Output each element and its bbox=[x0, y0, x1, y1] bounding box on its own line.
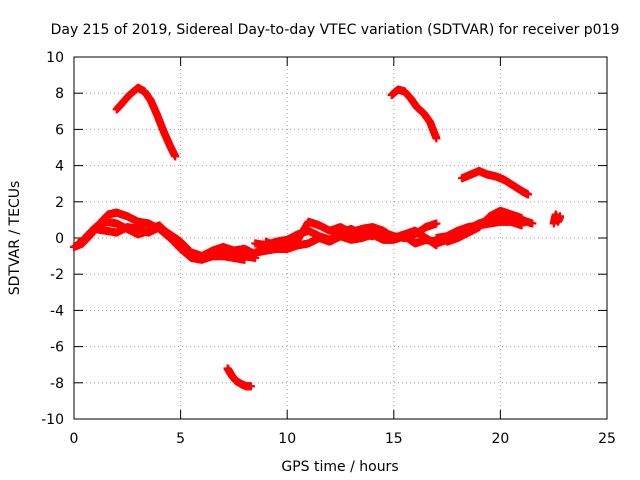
data-point bbox=[517, 221, 526, 230]
data-point bbox=[246, 382, 255, 391]
series-arc-small-right bbox=[549, 210, 565, 228]
data-point bbox=[432, 134, 441, 143]
y-tick-label: -4 bbox=[50, 303, 64, 319]
y-tick-label: 6 bbox=[55, 122, 64, 138]
y-tick-label: 0 bbox=[55, 231, 64, 247]
series-arc-upper-mid bbox=[387, 85, 441, 143]
series-band-c bbox=[80, 217, 249, 264]
y-tick-label: 2 bbox=[55, 195, 64, 211]
x-tick-label: 15 bbox=[385, 431, 403, 447]
data-point bbox=[171, 152, 180, 161]
y-tick-label: -10 bbox=[41, 412, 64, 428]
y-tick-label: -2 bbox=[50, 267, 64, 283]
data-point bbox=[432, 219, 441, 228]
y-tick-label: 10 bbox=[46, 50, 64, 66]
y-tick-label: 8 bbox=[55, 86, 64, 102]
y-tick-label: -6 bbox=[50, 340, 64, 356]
x-tick-label: 0 bbox=[70, 431, 79, 447]
data-point bbox=[524, 190, 533, 199]
series-arc-bottom bbox=[223, 364, 255, 391]
data-point bbox=[517, 214, 526, 223]
series-band-f bbox=[261, 217, 441, 252]
x-tick-label: 5 bbox=[176, 431, 185, 447]
data-point bbox=[556, 212, 565, 221]
x-tick-label: 25 bbox=[598, 431, 616, 447]
data-point bbox=[240, 255, 249, 264]
y-tick-label: -8 bbox=[50, 376, 64, 392]
y-axis-label: SDTVAR / TECUs bbox=[7, 181, 23, 296]
x-tick-label: 10 bbox=[278, 431, 296, 447]
series-arc-right bbox=[458, 167, 533, 199]
series-arc-upper-left bbox=[112, 83, 180, 161]
x-tick-label: 20 bbox=[491, 431, 509, 447]
data-point bbox=[528, 219, 537, 228]
y-tick-label: 4 bbox=[55, 159, 64, 175]
x-axis-label: GPS time / hours bbox=[281, 459, 398, 475]
data-points bbox=[70, 83, 565, 391]
axis-ticks: 0 5 10 15 20 25 -10 -8 -6 -4 -2 0 2 4 6 8 10 bbox=[41, 50, 616, 447]
chart-title: Day 215 of 2019, Sidereal Day-to-day VTE… bbox=[51, 22, 620, 38]
series-band-i bbox=[443, 206, 526, 246]
